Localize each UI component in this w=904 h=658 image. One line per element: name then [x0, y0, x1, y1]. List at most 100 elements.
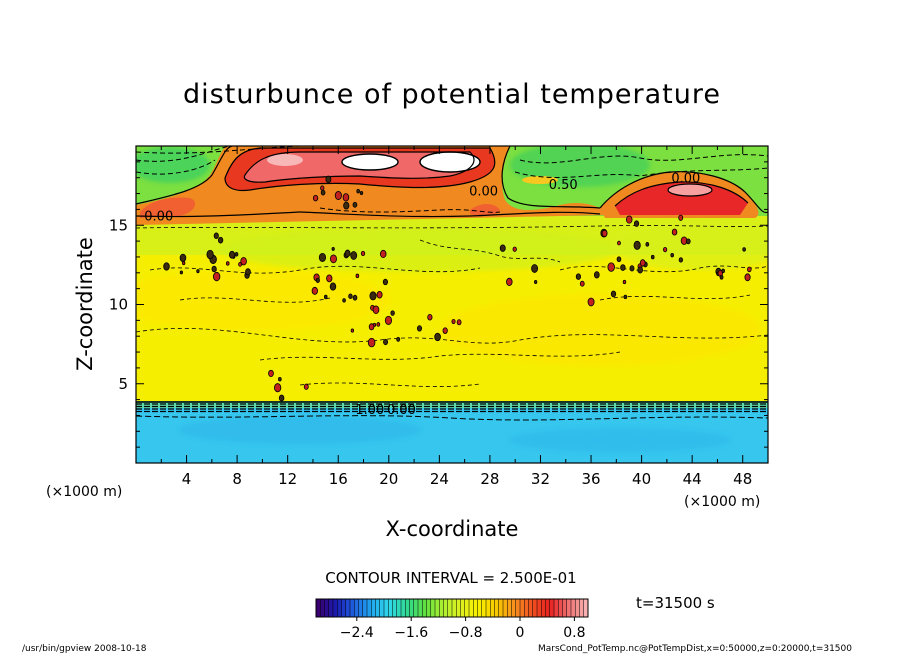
convective-cell	[206, 249, 214, 260]
convective-cell	[352, 294, 358, 301]
convective-cell	[456, 319, 462, 326]
colorbar-cell	[392, 599, 398, 617]
footer-right-text: MarsCond_PotTemp.nc@PotTempDist,x=0:5000…	[538, 644, 852, 654]
convective-cell	[352, 201, 358, 208]
convective-cell	[670, 252, 674, 258]
colorbar-cell	[541, 599, 546, 617]
convective-cell	[228, 250, 236, 259]
warm-patch	[522, 176, 558, 184]
contour-line	[667, 183, 713, 197]
colorbar-cell	[498, 599, 504, 617]
colorbar-cell	[435, 599, 440, 617]
x-tick-label: 16	[329, 470, 348, 488]
convective-cell	[331, 246, 335, 251]
y-axis-ticks: 5 10 15	[109, 161, 768, 448]
colorbar-cell	[528, 599, 534, 617]
colorbar-cell	[422, 599, 427, 617]
colorbar-cell	[388, 599, 393, 617]
contour-line	[319, 207, 501, 213]
colorbar-cell	[532, 599, 538, 617]
convective-cell	[342, 193, 350, 202]
contour-line	[136, 225, 768, 229]
convective-cell	[179, 253, 187, 263]
convective-cell	[442, 327, 448, 334]
contour-label: 0.00	[671, 172, 700, 187]
convective-cell	[163, 262, 170, 271]
convective-cell	[623, 294, 628, 300]
colorbar-cell	[324, 599, 330, 617]
convective-cell	[342, 298, 346, 303]
convective-cell	[633, 220, 640, 227]
contour-line	[136, 327, 768, 344]
convective-cell	[355, 273, 360, 279]
colorbar-cell	[490, 599, 495, 617]
hottest-cell	[342, 154, 398, 170]
colorbar-cell	[460, 599, 466, 617]
convective-cell	[625, 215, 633, 224]
convective-cell	[245, 268, 251, 276]
colorbar-cell	[384, 599, 389, 617]
colorbar-cell	[571, 599, 576, 617]
colorbar-cell	[316, 599, 321, 617]
colorbar-cell	[405, 599, 410, 617]
x-tick-label: 28	[480, 470, 499, 488]
convective-cell	[359, 190, 364, 196]
colorbar-cell	[337, 599, 342, 617]
colorbar-frame	[315, 598, 589, 618]
contour-label: 0.00	[387, 403, 416, 418]
convective-cell	[579, 280, 585, 287]
convective-cell	[617, 240, 621, 246]
convective-cell	[662, 246, 668, 253]
contour-label: 0.00	[469, 184, 498, 199]
convective-cell	[217, 236, 224, 244]
colorbar-cell	[396, 599, 402, 617]
convective-cell	[225, 261, 230, 266]
green-blob	[136, 147, 210, 183]
convective-cell	[350, 328, 355, 333]
convective-cell	[451, 319, 456, 325]
convective-cell	[329, 254, 337, 264]
convective-cell	[607, 262, 615, 272]
x-axis-title: X-coordinate	[386, 517, 519, 541]
convective-cell	[744, 273, 751, 282]
y-axis-title: Z-coordinate	[73, 237, 97, 371]
contour-label: 1.00	[355, 403, 384, 418]
colorbar-cell	[409, 599, 415, 617]
convective-cells	[163, 175, 752, 402]
time-label: t=31500 s	[636, 594, 715, 612]
colorbar-cell	[430, 599, 436, 617]
contour-line	[136, 211, 601, 218]
convective-cell	[512, 246, 517, 252]
convective-cell	[343, 201, 350, 210]
colorbar-cell	[473, 599, 478, 617]
convective-cell	[367, 337, 376, 348]
convective-cell	[369, 291, 377, 301]
colorbar-cell	[367, 599, 372, 617]
colorbar-cell	[469, 599, 474, 617]
convective-cell	[685, 238, 691, 245]
colorbar-cell	[554, 599, 559, 617]
contour-lines	[136, 146, 768, 421]
contour-label: 0.50	[549, 178, 578, 193]
convective-cell	[356, 188, 360, 194]
x-tick-label: 12	[278, 470, 297, 488]
contour-line	[224, 147, 496, 192]
colorbar-cell	[447, 599, 453, 617]
x-tick-label: 8	[232, 470, 242, 488]
convective-cell	[382, 278, 388, 286]
convective-cell	[601, 229, 608, 238]
plot-field: 0.000.000.000.500.001.00	[136, 146, 768, 463]
convective-cell	[315, 277, 320, 283]
convective-cell	[303, 383, 309, 390]
convective-cell	[329, 282, 337, 291]
yellow-green-blob	[610, 220, 768, 270]
x-tick-label: 40	[632, 470, 651, 488]
y-tick-label: 15	[109, 216, 128, 234]
convective-cell	[318, 252, 327, 262]
colorbar-cell	[464, 599, 470, 617]
footer-left-text: /usr/bin/gpview 2008-10-18	[22, 644, 147, 654]
x-tick-label: 32	[531, 470, 550, 488]
colorbar-cell	[341, 599, 347, 617]
colorbar-cell	[515, 599, 521, 617]
colorbar-cell	[537, 599, 542, 617]
